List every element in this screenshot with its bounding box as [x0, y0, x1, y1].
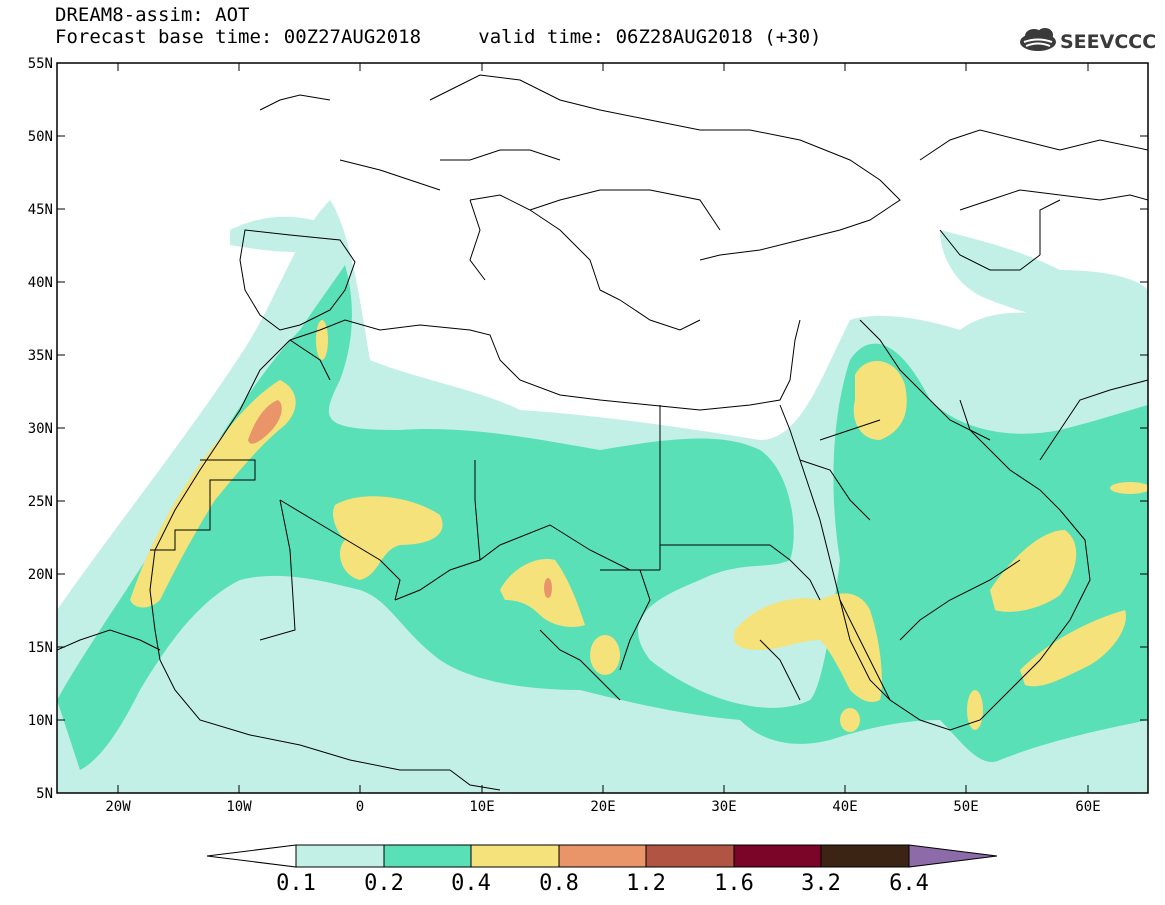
lon-tick-label: 20E — [590, 799, 615, 815]
colorbar-label: 1.2 — [626, 871, 666, 896]
seevccc-logo: SEEVCCC — [1020, 28, 1156, 53]
colorbar-cell — [470, 844, 560, 868]
lat-tick-label: 25N — [28, 494, 53, 510]
lon-tick-label: 10W — [226, 799, 252, 815]
lon-tick-label: 50E — [953, 799, 978, 815]
forecast-times: Forecast base time: 00Z27AUG2018 valid t… — [55, 27, 821, 47]
lon-tick-label: 0 — [356, 799, 364, 815]
lon-tick-label: 20W — [105, 799, 131, 815]
aot-0.8-band — [248, 400, 552, 598]
lat-tick-label: 5N — [36, 786, 53, 802]
lon-tick-label: 10E — [469, 799, 494, 815]
colorbar-label: 0.4 — [451, 871, 491, 896]
colorbar — [206, 844, 998, 868]
aot-field — [57, 200, 1148, 793]
colorbar-cell — [820, 844, 910, 868]
lat-tick-labels: 55N 50N 45N 40N 35N 30N 25N 20N 15N 10N … — [28, 56, 53, 802]
lon-tick-label: 30E — [711, 799, 736, 815]
colorbar-label: 3.2 — [801, 871, 841, 896]
lat-tick-label: 50N — [28, 129, 53, 145]
coastlines — [57, 74, 1148, 791]
colorbar-low-arrow — [206, 844, 297, 868]
colorbar-label: 0.8 — [539, 871, 579, 896]
forecast-base-time: 00Z27AUG2018 — [283, 26, 422, 48]
lat-tick-label: 55N — [28, 56, 53, 72]
lat-axis — [57, 62, 1148, 794]
lon-axis — [117, 63, 1089, 793]
valid-time: 06Z28AUG2018 (+30) — [615, 26, 822, 48]
colorbar-label: 6.4 — [889, 871, 929, 896]
lon-tick-label: 60E — [1075, 799, 1100, 815]
colorbar-label: 1.6 — [714, 871, 754, 896]
colorbar-cell — [645, 844, 735, 868]
valid-time-label: valid time: — [478, 26, 605, 48]
lat-tick-label: 35N — [28, 348, 53, 364]
colorbar-labels: 0.1 0.2 0.4 0.8 1.2 1.6 3.2 6.4 — [276, 871, 929, 896]
lat-tick-label: 20N — [28, 567, 53, 583]
colorbar-cell — [295, 844, 385, 868]
lon-tick-label: 40E — [832, 799, 857, 815]
colorbar-cell — [383, 844, 472, 868]
colorbar-label: 0.1 — [276, 871, 316, 896]
logo-text: SEEVCCC — [1060, 31, 1156, 53]
colorbar-label: 0.2 — [364, 871, 404, 896]
lat-tick-label: 10N — [28, 713, 53, 729]
cloud-icon — [1020, 28, 1056, 51]
lat-tick-label: 40N — [28, 275, 53, 291]
lat-tick-label: 45N — [28, 202, 53, 218]
colorbar-high-arrow — [908, 844, 998, 868]
forecast-base-label: Forecast base time: — [55, 26, 273, 48]
colorbar-cell — [558, 844, 647, 868]
colorbar-cell — [733, 844, 822, 868]
map-title: DREAM8-assim: AOT — [55, 4, 250, 26]
lat-tick-label: 30N — [28, 421, 53, 437]
lon-tick-labels: 20W 10W 0 10E 20E 30E 40E 50E 60E — [105, 799, 1100, 815]
lat-tick-label: 15N — [28, 640, 53, 656]
